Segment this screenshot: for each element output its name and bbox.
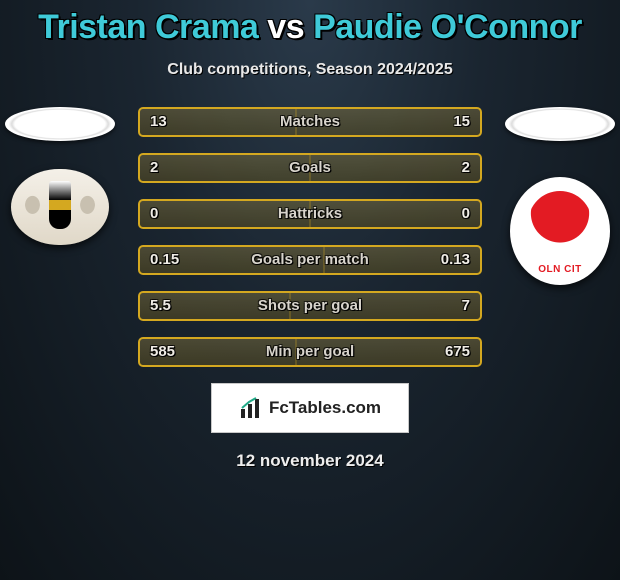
stat-bar: 5.5Shots per goal7 [138, 291, 482, 321]
stat-label: Min per goal [140, 339, 480, 365]
player1-column [0, 107, 120, 245]
date-label: 12 november 2024 [0, 451, 620, 471]
comparison-panel: 13Matches15 2Goals2 0Hattricks0 0.15Goals p… [0, 107, 620, 367]
stat-label: Goals per match [140, 247, 480, 273]
stat-value-right: 675 [445, 339, 470, 365]
stat-bars: 13Matches15 2Goals2 0Hattricks0 0.15Goals p… [138, 107, 482, 367]
stat-label: Goals [140, 155, 480, 181]
player2-club-crest-icon [510, 177, 610, 285]
stat-value-right: 0.13 [441, 247, 470, 273]
player2-nation-icon [505, 107, 615, 141]
stat-bar: 2Goals2 [138, 153, 482, 183]
stat-label: Shots per goal [140, 293, 480, 319]
player2-column [500, 107, 620, 285]
stat-bar: 13Matches15 [138, 107, 482, 137]
subtitle: Club competitions, Season 2024/2025 [0, 61, 620, 79]
stat-value-right: 0 [462, 201, 470, 227]
stat-label: Hattricks [140, 201, 480, 227]
brand-box: FcTables.com [211, 383, 409, 433]
player1-club-crest-icon [11, 169, 109, 245]
stat-bar: 585Min per goal675 [138, 337, 482, 367]
stat-value-right: 2 [462, 155, 470, 181]
player1-name: Tristan Crama [38, 8, 258, 46]
stat-bar: 0Hattricks0 [138, 199, 482, 229]
brand-text: FcTables.com [269, 398, 381, 418]
stat-bar: 0.15Goals per match0.13 [138, 245, 482, 275]
vs-label: vs [267, 8, 304, 46]
stat-value-right: 15 [453, 109, 470, 135]
stat-value-right: 7 [462, 293, 470, 319]
brand-logo-icon [239, 396, 263, 420]
stat-label: Matches [140, 109, 480, 135]
player2-name: Paudie O'Connor [313, 8, 582, 46]
player1-nation-icon [5, 107, 115, 141]
page-title: Tristan Crama vs Paudie O'Connor [0, 0, 620, 47]
